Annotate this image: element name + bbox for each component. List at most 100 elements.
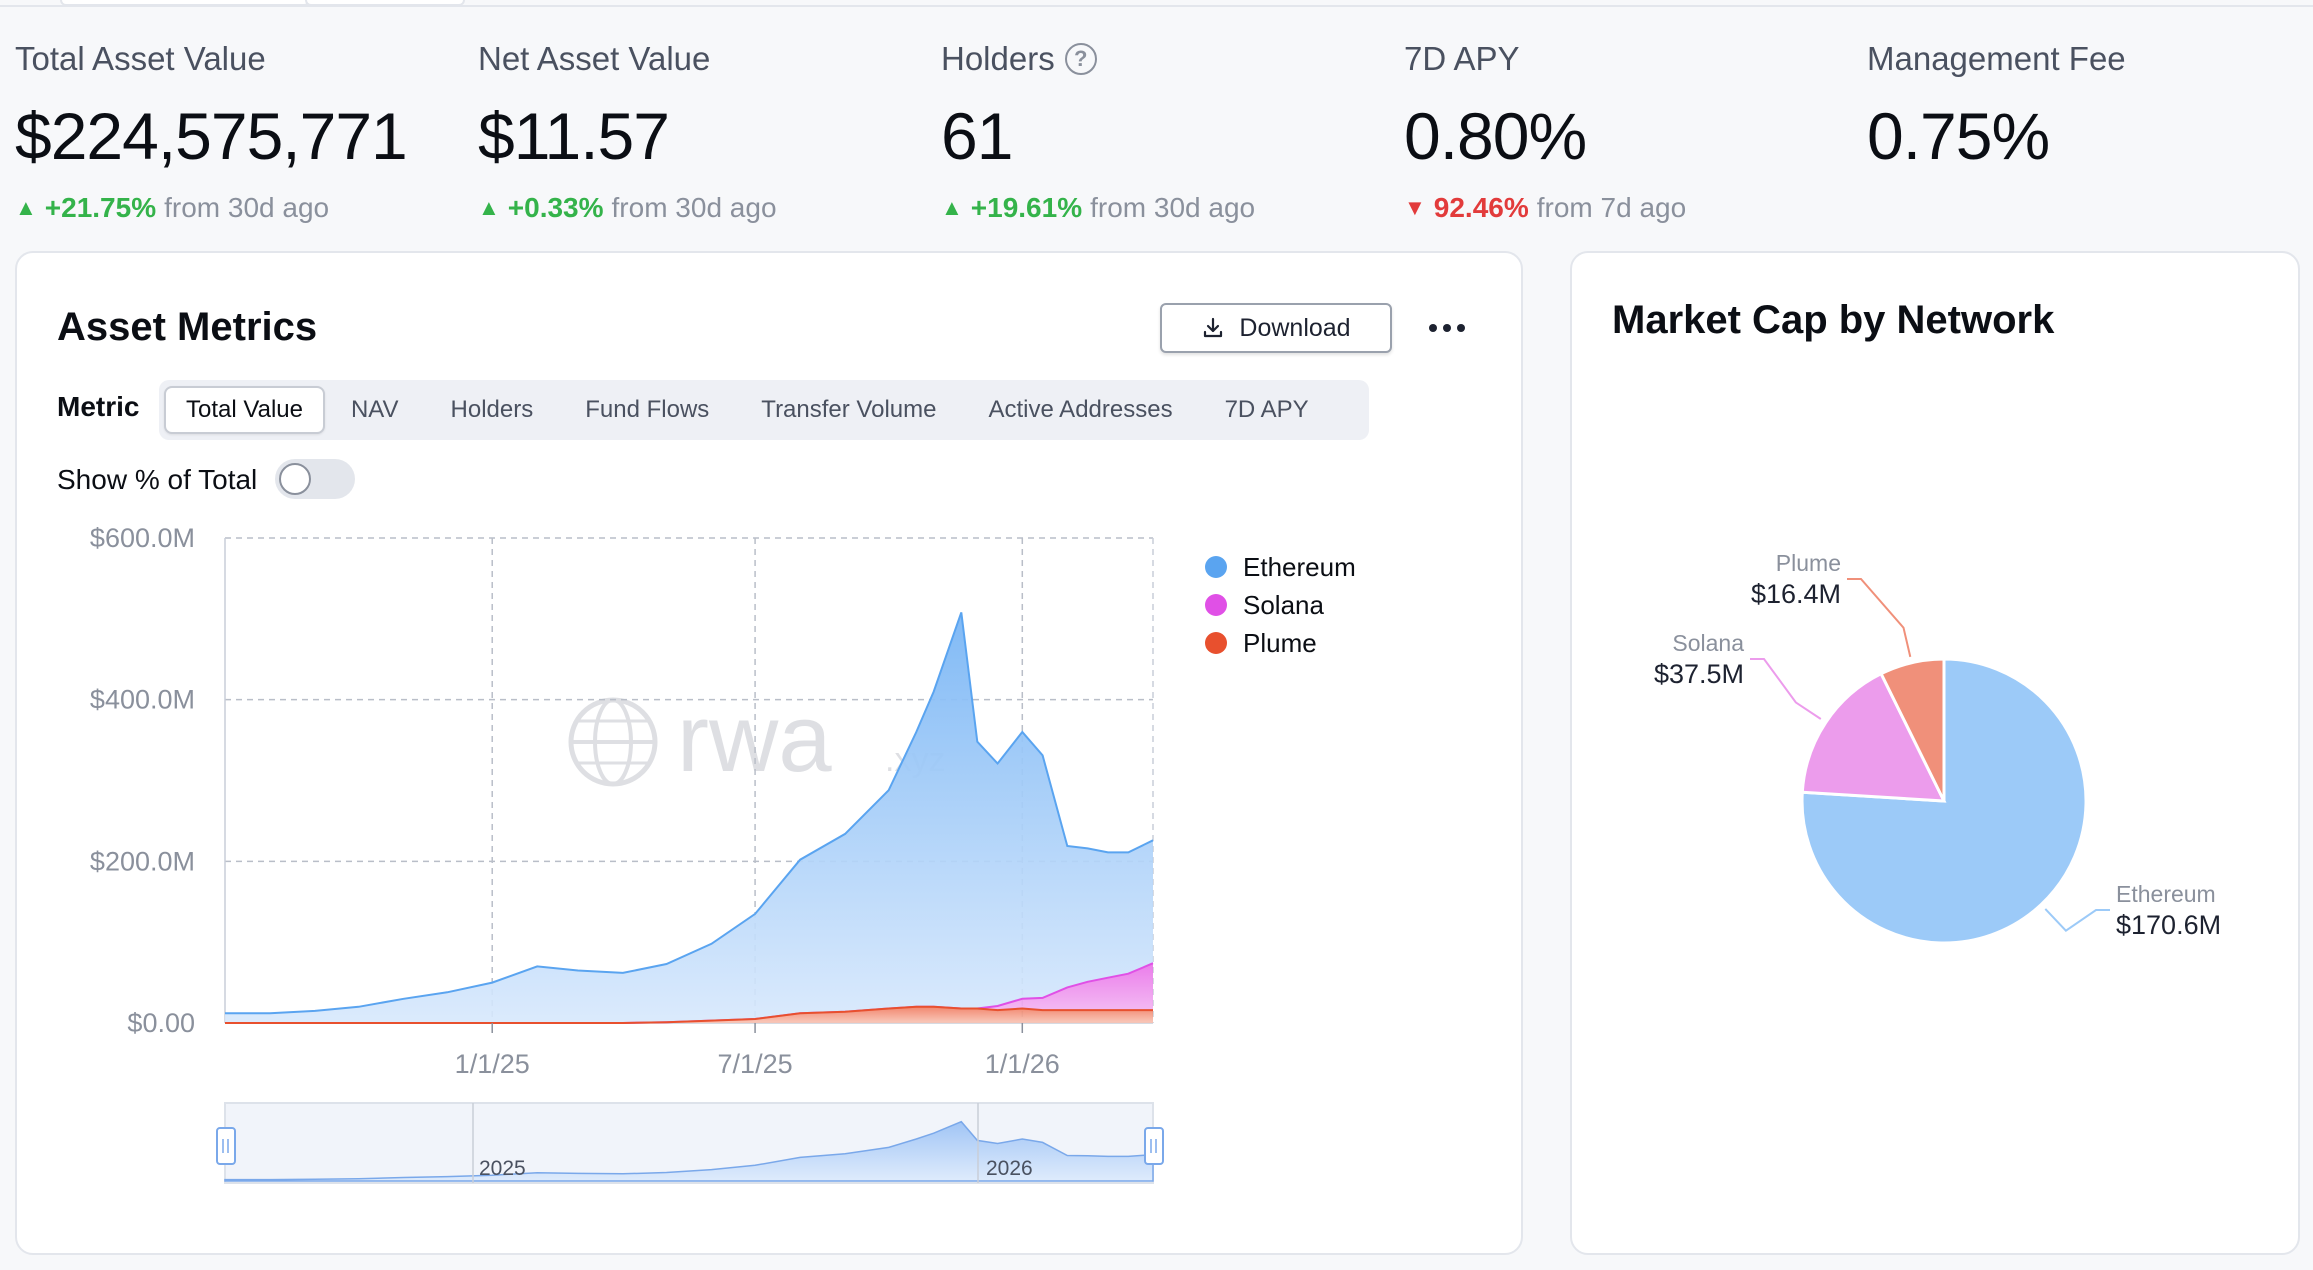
- y-tick-label: $600.0M: [90, 523, 195, 553]
- download-icon: [1204, 317, 1223, 338]
- tab-transfer-volume[interactable]: Transfer Volume: [761, 396, 937, 423]
- rwa-watermark: rwa .xyz: [568, 685, 945, 792]
- kpi-label-text: Net Asset Value: [478, 40, 711, 77]
- kpi-label: Net Asset Value: [478, 40, 938, 78]
- kpi-value: 0.75%: [1867, 99, 2050, 173]
- kpi-value: 61: [941, 99, 1013, 173]
- kpi-delta-pct: +21.75%: [44, 192, 157, 223]
- pie-slice-solana[interactable]: [1800, 671, 1947, 803]
- x-tick-label: 1/1/26: [985, 1049, 1060, 1079]
- series-area-plume: [225, 1006, 1153, 1023]
- pie-label-name: Ethereum: [2116, 881, 2216, 907]
- metric-tabs: Total Value NAV Holders Fund Flows Trans…: [159, 380, 1369, 440]
- kpi-label: 7D APY: [1404, 40, 1864, 78]
- more-dot-icon: [1457, 324, 1465, 332]
- brush-year-label: 2025: [479, 1157, 526, 1180]
- range-brush[interactable]: 2025 2026: [216, 1102, 1164, 1184]
- kpi-value: 0.80%: [1404, 99, 1587, 173]
- show-percent-toggle[interactable]: [275, 459, 355, 499]
- pie-label-value: $170.6M: [2116, 910, 2221, 940]
- brush-left-handle[interactable]: [216, 1127, 236, 1165]
- kpi-delta-suffix: from 30d ago: [164, 192, 330, 223]
- download-button[interactable]: Download: [1160, 303, 1392, 353]
- series-line-ethereum: [225, 612, 1154, 1015]
- tab-7d-apy[interactable]: 7D APY: [1224, 396, 1309, 423]
- legend-dot: [1205, 632, 1227, 654]
- y-tick-label: $400.0M: [90, 685, 195, 715]
- more-options-button[interactable]: [1417, 308, 1477, 348]
- download-label: Download: [1239, 313, 1351, 342]
- pie-label-name: Plume: [1776, 550, 1841, 576]
- kpi-total-asset-value: Total Asset Value $224,575,771 ▲ +21.75%…: [15, 40, 475, 224]
- up-arrow-icon: ▲: [478, 195, 500, 220]
- market-cap-card: Market Cap by Network Ethereum $170.6M Sol…: [1570, 251, 2300, 1255]
- pie-leader-line: [1847, 578, 1912, 658]
- brush-year-label: 2026: [986, 1157, 1033, 1180]
- pie-label-name: Solana: [1672, 630, 1744, 656]
- card-title: Asset Metrics: [57, 305, 318, 349]
- asset-metrics-card: Asset Metrics Download Metric Total Valu…: [15, 251, 1523, 1255]
- x-tick-label: 7/1/25: [718, 1049, 793, 1079]
- tab-active-addresses[interactable]: Active Addresses: [988, 396, 1173, 423]
- series-area-ethereum: [225, 612, 1153, 1023]
- kpi-delta-suffix: from 7d ago: [1536, 192, 1687, 223]
- kpi-holders: Holders ? 61 ▲ +19.61% from 30d ago: [941, 40, 1401, 224]
- chart-legend: Ethereum Solana Plume: [1205, 548, 1356, 662]
- kpi-delta: ▲ +0.33% from 30d ago: [478, 192, 938, 224]
- pie-leader-line: [1750, 658, 1822, 720]
- tab-edge[interactable]: [305, 0, 465, 6]
- kpi-label: Holders ?: [941, 40, 1401, 78]
- kpi-delta-pct: 92.46%: [1433, 192, 1529, 223]
- toggle-knob: [279, 463, 311, 495]
- down-arrow-icon: ▼: [1404, 195, 1426, 220]
- market-cap-pie-chart: Ethereum $170.6M Solana $37.5M Plume $16.4M: [1654, 550, 2221, 945]
- help-icon[interactable]: ?: [1064, 43, 1097, 75]
- kpi-value: $11.57: [478, 99, 670, 173]
- tab-holders[interactable]: Holders: [450, 396, 534, 423]
- pie-slice-plume[interactable]: [1879, 657, 1946, 802]
- legend-item-ethereum[interactable]: Ethereum: [1205, 548, 1356, 586]
- more-dot-icon: [1429, 324, 1437, 332]
- x-tick-label: 1/1/25: [455, 1049, 530, 1079]
- kpi-label: Management Fee: [1867, 40, 2313, 78]
- kpi-delta-pct: +19.61%: [970, 192, 1083, 223]
- metric-label: Metric: [57, 391, 140, 422]
- kpi-label-text: 7D APY: [1404, 40, 1520, 77]
- kpi-label: Total Asset Value: [15, 40, 475, 78]
- kpi-label-text: Total Asset Value: [15, 40, 266, 77]
- kpi-7d-apy: 7D APY 0.80% ▼ 92.46% from 7d ago: [1404, 40, 1864, 224]
- tab-edge[interactable]: [60, 0, 310, 6]
- y-tick-label: $0.00: [127, 1008, 195, 1038]
- brush-area: [224, 1120, 1154, 1182]
- pie-label-value: $16.4M: [1751, 579, 1841, 609]
- legend-label: Plume: [1243, 627, 1317, 658]
- show-percent-label: Show % of Total: [57, 464, 258, 495]
- kpi-delta: ▲ +19.61% from 30d ago: [941, 192, 1401, 224]
- legend-item-solana[interactable]: Solana: [1205, 586, 1356, 624]
- kpi-label-text: Holders: [941, 40, 1055, 77]
- y-tick-label: $200.0M: [90, 846, 195, 876]
- kpi-delta-pct: +0.33%: [507, 192, 604, 223]
- kpi-delta: ▲ +21.75% from 30d ago: [15, 192, 475, 224]
- legend-label: Ethereum: [1243, 551, 1356, 582]
- pie-label-value: $37.5M: [1654, 659, 1744, 689]
- legend-label: Solana: [1243, 589, 1324, 620]
- legend-item-plume[interactable]: Plume: [1205, 624, 1356, 662]
- brush-right-handle[interactable]: [1144, 1127, 1164, 1165]
- pie-leader-line: [2044, 908, 2110, 933]
- up-arrow-icon: ▲: [941, 195, 963, 220]
- top-tab-strip: [0, 0, 2313, 7]
- up-arrow-icon: ▲: [15, 195, 37, 220]
- more-dot-icon: [1443, 324, 1451, 332]
- kpi-row: Total Asset Value $224,575,771 ▲ +21.75%…: [0, 30, 2313, 230]
- asset-metrics-chart: rwa .xyz $600.0M $400.0M $200.0M $0.00 1/1/2…: [90, 523, 1164, 1184]
- kpi-delta-suffix: from 30d ago: [611, 192, 777, 223]
- tab-total-value[interactable]: Total Value: [164, 386, 325, 434]
- tab-nav[interactable]: NAV: [350, 396, 399, 423]
- tab-fund-flows[interactable]: Fund Flows: [585, 396, 710, 423]
- chart-axes: $600.0M $400.0M $200.0M $0.00 1/1/25 7/1/25 1/…: [90, 523, 1060, 1079]
- kpi-delta: ▼ 92.46% from 7d ago: [1404, 192, 1864, 224]
- series-line-plume: [225, 1005, 1153, 1024]
- kpi-value: $224,575,771: [15, 99, 408, 173]
- card-title: Market Cap by Network: [1612, 298, 2055, 342]
